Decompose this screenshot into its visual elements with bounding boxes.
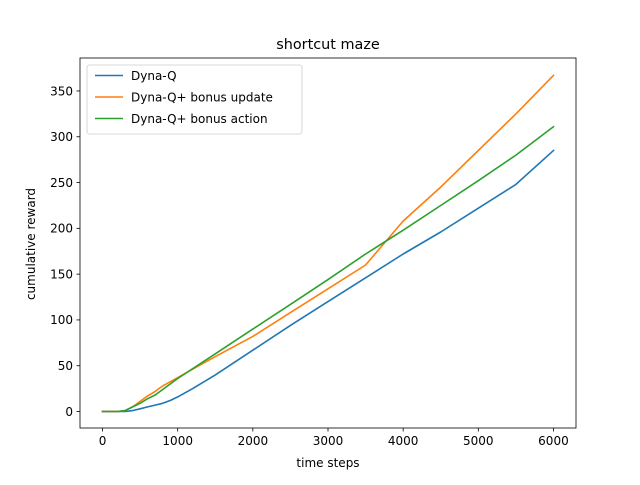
y-tick-label: 200 xyxy=(50,222,73,236)
x-tick-label: 1000 xyxy=(162,434,193,448)
legend: Dyna-Q Dyna-Q+ bonus update Dyna-Q+ bonus … xyxy=(86,64,303,135)
plot-frame xyxy=(79,57,577,429)
y-tick-label: 300 xyxy=(50,130,73,144)
x-axis-label: time steps xyxy=(296,456,359,470)
series-line-3 xyxy=(101,125,555,413)
y-tick-label: 350 xyxy=(50,84,73,98)
y-tick-label: 0 xyxy=(65,405,73,419)
series-line-1 xyxy=(101,149,555,413)
legend-label-1: Dyna-Q xyxy=(131,69,177,83)
x-tick-label: 6000 xyxy=(538,434,569,448)
x-tick-label: 3000 xyxy=(313,434,344,448)
y-tick-label: 250 xyxy=(50,176,73,190)
series-layer xyxy=(101,74,555,413)
x-tick-label: 2000 xyxy=(238,434,269,448)
x-tick-label: 4000 xyxy=(388,434,419,448)
y-tick-label: 100 xyxy=(50,313,73,327)
x-tick-label: 5000 xyxy=(463,434,494,448)
chart-title: shortcut maze xyxy=(276,37,380,53)
y-axis-label: cumulative reward xyxy=(24,188,38,300)
legend-label-3: Dyna-Q+ bonus action xyxy=(131,112,268,126)
y-tick-label: 50 xyxy=(58,359,73,373)
legend-box xyxy=(86,64,303,135)
ticks-layer: 0 1000 2000 3000 4000 5000 6000 0 50 100 150 200 250… xyxy=(50,84,569,448)
legend-label-2: Dyna-Q+ bonus update xyxy=(131,90,273,104)
y-tick-label: 150 xyxy=(50,267,73,281)
x-tick-label: 0 xyxy=(99,434,107,448)
